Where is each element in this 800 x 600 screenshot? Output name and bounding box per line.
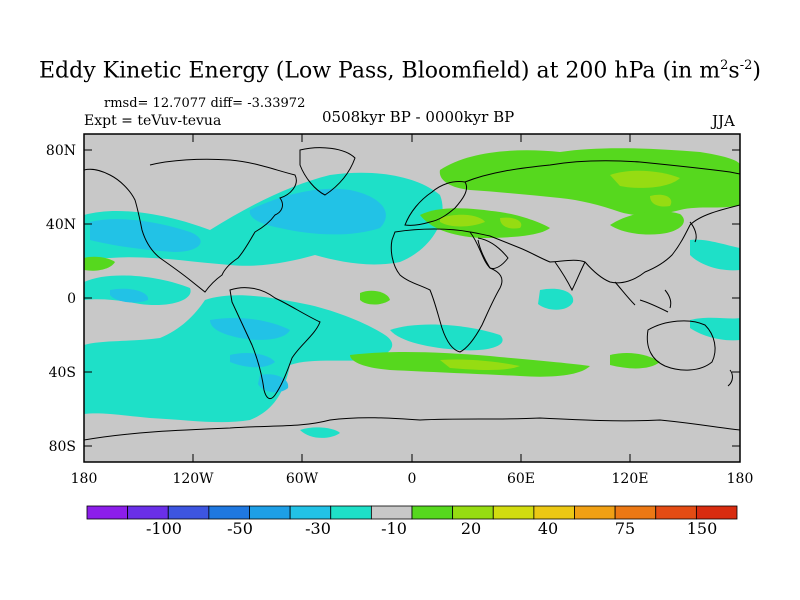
eke-field <box>84 134 740 462</box>
colorbar-label: -30 <box>305 519 331 538</box>
lat-label: 80N <box>46 143 76 159</box>
coastlines <box>84 147 740 441</box>
colorbar-swatch <box>249 505 291 520</box>
experiment-label: Expt = teVuv-tevua <box>84 113 222 129</box>
colorbar <box>86 505 738 520</box>
positive-anomaly-cores <box>440 170 680 370</box>
lat-label: 0 <box>67 291 76 307</box>
colorbar-swatch <box>167 505 210 520</box>
colorbar-label: 75 <box>615 519 635 538</box>
lon-label: 180 <box>71 471 98 487</box>
colorbar-swatch <box>86 505 129 520</box>
map-title: Eddy Kinetic Energy (Low Pass, Bloomfiel… <box>39 58 761 84</box>
colorbar-label: 40 <box>538 519 558 538</box>
colorbar-swatch <box>492 505 535 520</box>
lon-label: 60W <box>286 471 319 487</box>
colorbar-swatch <box>452 505 494 520</box>
colorbar-swatch <box>533 505 575 520</box>
season-label: JJA <box>712 112 735 130</box>
lat-label: 40N <box>46 217 76 233</box>
colorbar-swatch <box>127 505 169 520</box>
colorbar-label: -50 <box>227 519 253 538</box>
period-label: 0508kyr BP - 0000kyr BP <box>322 108 515 126</box>
lon-label: 120E <box>612 471 649 487</box>
colorbar-label: 20 <box>461 519 481 538</box>
colorbar-swatch <box>614 505 657 520</box>
lat-label: 80S <box>49 439 76 455</box>
colorbar-swatch <box>411 505 454 520</box>
lon-label: 180 <box>727 471 754 487</box>
colorbar-label: -100 <box>146 519 182 538</box>
colorbar-swatch <box>330 505 372 520</box>
colorbar-swatch <box>574 505 616 520</box>
negative-anomaly-cores <box>90 188 386 393</box>
lat-label: 40S <box>49 365 76 381</box>
colorbar-swatch <box>208 505 250 520</box>
lon-label: 120W <box>172 471 214 487</box>
lon-label: 60E <box>507 471 535 487</box>
stats-text: rmsd= 12.7077 diff= -3.33972 <box>104 96 306 111</box>
colorbar-label: -10 <box>381 519 407 538</box>
axis-ticks <box>83 134 741 462</box>
colorbar-swatch <box>370 505 413 520</box>
colorbar-swatch <box>289 505 332 520</box>
lon-label: 0 <box>408 471 417 487</box>
colorbar-swatch <box>655 505 697 520</box>
colorbar-swatch <box>695 505 738 520</box>
colorbar-label: 150 <box>687 519 718 538</box>
